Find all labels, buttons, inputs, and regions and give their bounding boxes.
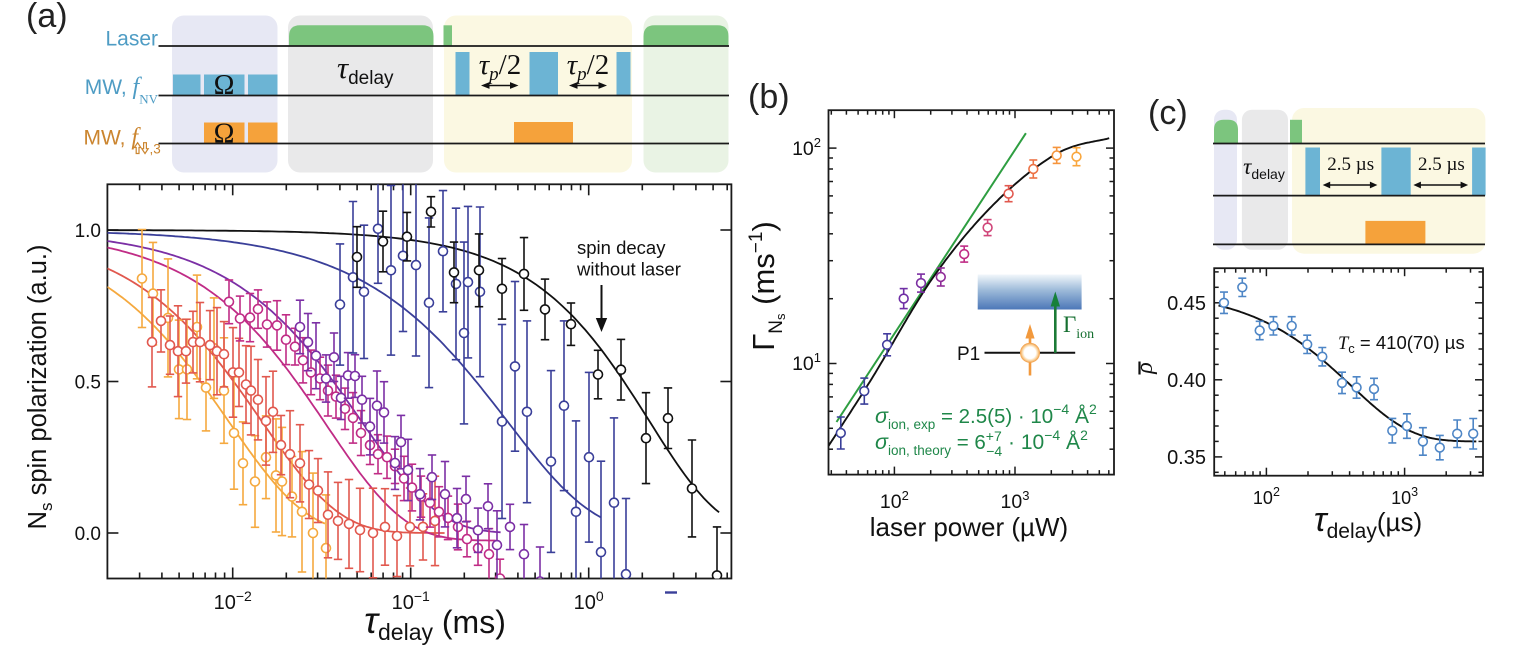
svg-text:2.5 µs: 2.5 µs	[1418, 154, 1465, 175]
svg-text:(a): (a)	[26, 0, 68, 35]
svg-text:,3: ,3	[150, 142, 161, 157]
svg-text:ρ: ρ	[1132, 362, 1158, 375]
svg-text:τdelay(µs): τdelay(µs)	[1314, 501, 1422, 543]
svg-text:0.0: 0.0	[75, 524, 101, 545]
svg-text:10−2: 10−2	[214, 588, 252, 614]
svg-text:(c): (c)	[1148, 94, 1188, 132]
svg-text:P1: P1	[957, 344, 980, 365]
svg-text:0.5: 0.5	[75, 373, 101, 394]
svg-text:σion, theory = 6+7−4 · 10−4 Å2: σion, theory = 6+7 −4 · 10−4 Å2	[875, 427, 1088, 459]
svg-text:laser power (µW): laser power (µW)	[870, 512, 1068, 542]
svg-text:0.45: 0.45	[1167, 293, 1206, 315]
svg-text:Ω: Ω	[214, 119, 235, 150]
svg-text:Ns spin polarization (a.u.): Ns spin polarization (a.u.)	[24, 245, 56, 530]
svg-text:MW, f: MW, f	[84, 125, 142, 151]
svg-text:0.35: 0.35	[1167, 447, 1206, 469]
svg-text:2.5 µs: 2.5 µs	[1327, 154, 1374, 175]
svg-text:Laser: Laser	[105, 28, 158, 51]
svg-text:Ω: Ω	[214, 70, 235, 101]
svg-text:τp/2: τp/2	[479, 49, 521, 85]
svg-text:without laser: without laser	[576, 259, 681, 280]
svg-text:σion, exp = 2.5(5) · 10−4 Å2: σion, exp = 2.5(5) · 10−4 Å2	[875, 401, 1097, 432]
svg-text:Tc = 410(70) µs: Tc = 410(70) µs	[1338, 332, 1465, 356]
svg-text:τdelay (ms): τdelay (ms)	[364, 600, 506, 645]
svg-text:spin decay: spin decay	[577, 237, 666, 258]
svg-text:0.40: 0.40	[1167, 370, 1206, 392]
svg-text:1.0: 1.0	[75, 221, 101, 242]
svg-text:(b): (b)	[748, 78, 790, 116]
svg-text:τp/2: τp/2	[567, 49, 609, 85]
